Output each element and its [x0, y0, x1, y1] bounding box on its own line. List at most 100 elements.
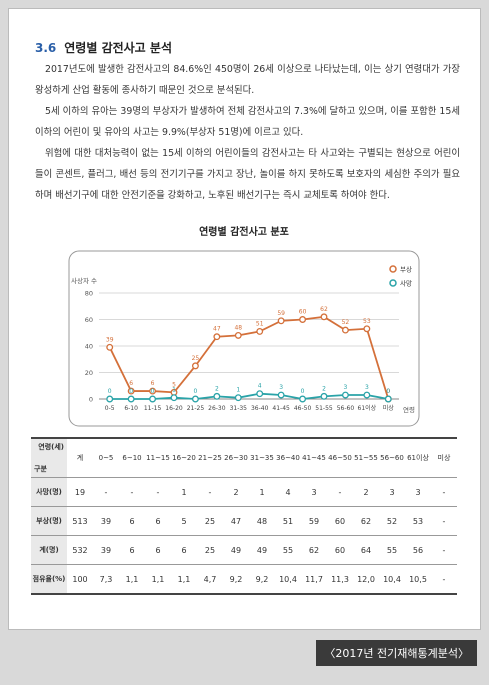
table-cell: 1,1 — [171, 564, 197, 595]
data-label: 0 — [386, 388, 390, 395]
data-label: 1 — [172, 387, 176, 394]
table-cell: 6 — [171, 535, 197, 565]
data-point — [234, 331, 242, 339]
table-cell: 48 — [249, 506, 275, 536]
data-point — [277, 391, 285, 399]
chart-box: 연령별 감전사고 분포 사상자 수 연령 0 20 40 60 80 0-5 6-10 11-15… — [59, 221, 429, 435]
data-point — [234, 394, 242, 402]
table-cell: 10,5 — [405, 564, 431, 595]
data-label: 39 — [106, 336, 114, 343]
legend-label: 부상 — [400, 265, 412, 274]
series-line — [109, 392, 389, 400]
table-cell: 25 — [197, 535, 223, 565]
table-cell: 25 — [197, 506, 223, 536]
table-cell: 3 — [379, 477, 405, 507]
x-tick-label: 31-35 — [230, 405, 248, 412]
chart-frame — [68, 250, 420, 427]
legend-label: 사망 — [400, 279, 412, 288]
table-cell: - — [431, 535, 457, 565]
table-row: 부상(명) 513 39 6 6 5 25 47 48 51 59 60 62 52 53- — [31, 506, 457, 536]
table-cell: 513 — [67, 506, 93, 536]
data-point — [170, 394, 178, 402]
paragraph: 5세 이하의 유아는 39명의 부상자가 발생하여 전체 감전사고의 7.3%에… — [35, 106, 460, 138]
body-text: 2017년도에 발생한 감전사고의 84.6%인 450명이 26세 이상으로 … — [35, 59, 460, 206]
column-header: 미상 — [431, 437, 457, 478]
table-cell: 59 — [301, 506, 327, 536]
table-cell: 1 — [171, 477, 197, 507]
column-header: 16~20 — [171, 437, 197, 478]
table-cell: 1,1 — [119, 564, 145, 595]
data-label: 53 — [363, 318, 371, 325]
legend-marker — [389, 265, 397, 273]
chart-title: 연령별 감전사고 분포 — [199, 225, 289, 238]
data-point — [299, 316, 307, 323]
data-label: 0 — [108, 388, 112, 395]
data-point — [191, 362, 199, 370]
table-cell: 5 — [171, 506, 197, 536]
data-label: 5 — [172, 381, 176, 388]
x-tick-label: 46-50 — [294, 405, 312, 412]
data-point — [191, 395, 199, 403]
table-cell: - — [431, 564, 457, 595]
table-cell: 53 — [405, 506, 431, 536]
table-cell: - — [431, 506, 457, 536]
x-tick-label: 21-25 — [187, 405, 205, 412]
data-point — [127, 387, 135, 395]
x-tick-label: 51-55 — [315, 405, 333, 412]
y-tick-label: 60 — [85, 316, 93, 324]
table-cell: 4 — [275, 477, 301, 507]
table-cell: 55 — [275, 535, 301, 565]
y-axis-label: 사상자 수 — [71, 276, 97, 285]
column-header: 계 — [67, 437, 93, 478]
data-point — [213, 333, 221, 341]
data-label: 2 — [322, 385, 326, 392]
data-label: 6 — [129, 380, 133, 387]
data-label: 6 — [151, 380, 155, 387]
table-cell: 39 — [93, 506, 119, 536]
table-cell: 12,0 — [353, 564, 379, 595]
table-cell: - — [119, 477, 145, 507]
table-cell: 6 — [145, 506, 171, 536]
section-heading: 3.6 연령별 감전사고 분석 — [35, 39, 172, 56]
table-cell: 532 — [67, 535, 93, 565]
x-tick-label: 0-5 — [105, 405, 115, 412]
data-point — [106, 343, 114, 351]
table-cell: - — [431, 477, 457, 507]
table-cell: 11,7 — [301, 564, 327, 595]
data-point — [106, 395, 114, 403]
table-cell: 4,7 — [197, 564, 223, 595]
paragraph: 2017년도에 발생한 감전사고의 84.6%인 450명이 26세 이상으로 … — [35, 64, 460, 96]
table-cell: 2 — [353, 477, 379, 507]
x-tick-label: 26-30 — [208, 405, 226, 412]
data-label: 0 — [301, 388, 305, 395]
data-label: 4 — [258, 383, 262, 390]
data-point — [277, 317, 285, 325]
table-cell: - — [93, 477, 119, 507]
series-line — [108, 315, 390, 400]
table-cell: 39 — [93, 535, 119, 565]
row-label: 계(명) — [31, 535, 67, 565]
table-cell: 10,4 — [379, 564, 405, 595]
row-label: 사망(명) — [31, 477, 67, 507]
data-label: 52 — [342, 319, 350, 326]
data-label: 0 — [151, 388, 155, 395]
data-point — [363, 391, 371, 399]
data-point — [320, 313, 328, 321]
section-title: 연령별 감전사고 분석 — [64, 41, 172, 55]
data-label: 0 — [386, 388, 390, 395]
data-point — [363, 325, 371, 333]
table-cell: - — [197, 477, 223, 507]
data-point — [341, 391, 349, 399]
data-point — [127, 395, 135, 403]
data-label: 2 — [215, 385, 219, 392]
column-header: 41~45 — [301, 437, 327, 478]
table-cell: 3 — [301, 477, 327, 507]
column-header: 56~60 — [379, 437, 405, 478]
table-cell: 100 — [67, 564, 93, 595]
table-cell: 49 — [223, 535, 249, 565]
column-header: 61이상 — [405, 437, 431, 478]
data-point — [149, 387, 157, 395]
x-tick-label: 41-45 — [272, 405, 290, 412]
column-header: 51~55 — [353, 437, 379, 478]
table-cell: 51 — [275, 506, 301, 536]
